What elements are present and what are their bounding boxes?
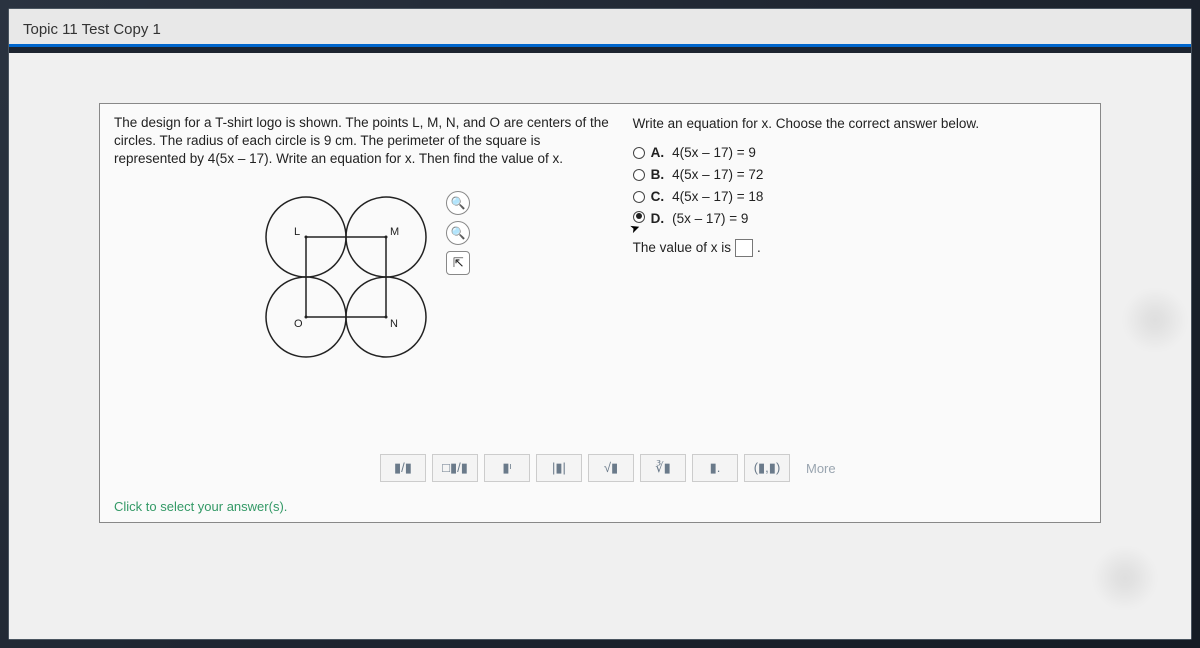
zoom-out-icon[interactable]: 🔍 (446, 221, 470, 245)
footer-instruction: Click to select your answer(s). (114, 499, 287, 514)
palette-more-button[interactable]: More (796, 461, 846, 476)
option-text: 4(5x – 17) = 18 (672, 187, 763, 208)
value-of-x-row: The value of x is . (633, 238, 1086, 259)
option-label: A. (651, 143, 665, 164)
palette-button-4[interactable]: √▮ (588, 454, 634, 482)
answer-prompt: Write an equation for x. Choose the corr… (633, 114, 1086, 135)
palette-button-6[interactable]: ▮. (692, 454, 738, 482)
palette-button-2[interactable]: ▮ᶦ (484, 454, 530, 482)
option-text: (5x – 17) = 9 (672, 209, 748, 230)
palette-button-7[interactable]: (▮,▮) (744, 454, 790, 482)
value-prompt-post: . (757, 238, 761, 259)
question-stem: The design for a T-shirt logo is shown. … (114, 114, 613, 169)
answer-option-A[interactable]: A. 4(5x – 17) = 9 (633, 143, 1086, 164)
palette-button-0[interactable]: ▮/▮ (380, 454, 426, 482)
radio-icon[interactable] (633, 147, 645, 159)
answer-option-B[interactable]: B. 4(5x – 17) = 72 (633, 165, 1086, 186)
math-palette: ▮/▮□▮/▮▮ᶦ|▮|√▮∛▮▮.(▮,▮) More (100, 448, 1100, 488)
option-text: 4(5x – 17) = 9 (672, 143, 756, 164)
answer-option-D[interactable]: ➤D.(5x – 17) = 9 (633, 209, 1086, 230)
radio-icon[interactable] (633, 191, 645, 203)
palette-button-5[interactable]: ∛▮ (640, 454, 686, 482)
question-card: The design for a T-shirt logo is shown. … (99, 103, 1101, 523)
palette-button-1[interactable]: □▮/▮ (432, 454, 478, 482)
option-label: B. (651, 165, 665, 186)
option-text: 4(5x – 17) = 72 (672, 165, 763, 186)
palette-button-3[interactable]: |▮| (536, 454, 582, 482)
label-O: O (294, 318, 303, 330)
zoom-in-icon[interactable]: 🔍 (446, 191, 470, 215)
radio-icon[interactable] (633, 169, 645, 181)
label-L: L (294, 226, 300, 238)
option-label: D. (651, 209, 665, 230)
value-prompt-pre: The value of x is (633, 238, 731, 259)
logo-figure: L M O N (256, 187, 436, 372)
test-tab-title: Topic 11 Test Copy 1 (9, 9, 1191, 47)
option-label: C. (651, 187, 665, 208)
answer-option-C[interactable]: C. 4(5x – 17) = 18 (633, 187, 1086, 208)
label-N: N (390, 318, 398, 330)
value-of-x-input[interactable] (735, 239, 753, 257)
label-M: M (390, 226, 399, 238)
popout-icon[interactable]: ⇱ (446, 251, 470, 275)
